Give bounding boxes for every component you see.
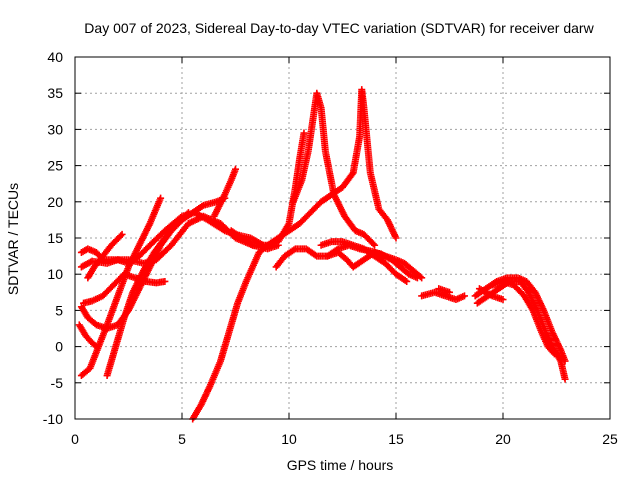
data-point <box>183 210 191 218</box>
data-point <box>460 292 468 300</box>
data-point <box>446 288 453 296</box>
data-point <box>184 209 192 217</box>
plot-area <box>75 86 569 423</box>
series-arc-17 <box>435 285 453 296</box>
data-point <box>561 375 569 383</box>
x-tick-label: 5 <box>178 431 186 447</box>
x-tick-label: 20 <box>495 431 511 447</box>
y-tick-label: 35 <box>47 85 63 101</box>
x-axis-label: GPS time / hours <box>287 457 394 473</box>
x-tick-label: 10 <box>281 431 297 447</box>
y-tick-labels: -10 -5 0 5 10 15 20 25 30 35 40 <box>43 49 63 427</box>
data-point <box>392 234 400 242</box>
y-tick-label: 40 <box>47 49 63 65</box>
series-arc-16 <box>418 288 468 304</box>
data-point <box>232 165 239 173</box>
data-point <box>300 129 308 137</box>
data-point <box>499 296 507 304</box>
data-point <box>413 274 421 282</box>
data-point <box>550 350 558 358</box>
series-arc-13 <box>289 89 379 249</box>
data-point <box>348 170 356 178</box>
x-tick-label: 0 <box>71 431 79 447</box>
series-arc-6 <box>77 194 165 380</box>
y-tick-label: -5 <box>51 375 64 391</box>
series-arc-11 <box>227 129 308 249</box>
data-point <box>161 277 169 285</box>
data-point <box>369 240 377 248</box>
data-point <box>247 240 255 248</box>
y-tick-label: 15 <box>47 230 63 246</box>
data-point <box>118 230 126 238</box>
data-point <box>290 246 298 254</box>
series-arc-8 <box>103 209 192 380</box>
data-point <box>117 232 125 240</box>
series-arc-20 <box>488 277 558 358</box>
series-arc-10 <box>210 165 239 220</box>
y-tick-label: 5 <box>55 302 63 318</box>
y-tick-label: 0 <box>55 339 63 355</box>
y-tick-label: 25 <box>47 158 63 174</box>
y-tick-label: 10 <box>47 266 63 282</box>
x-tick-labels: 0 5 10 15 20 25 <box>71 431 618 447</box>
data-point <box>403 277 411 285</box>
data-point <box>401 276 409 284</box>
chart-title: Day 007 of 2023, Sidereal Day-to-day VTE… <box>84 20 594 36</box>
x-tick-label: 15 <box>388 431 404 447</box>
series-arc-21 <box>475 285 507 304</box>
y-tick-label: 30 <box>47 121 63 137</box>
data-point <box>371 241 379 249</box>
data-point <box>311 251 319 259</box>
series-arc-15 <box>317 238 411 285</box>
x-tick-label: 25 <box>602 431 618 447</box>
series-arc-7 <box>84 230 126 282</box>
y-tick-label: 20 <box>47 194 63 210</box>
y-axis-label: SDTVAR / TECUs <box>5 183 21 295</box>
plot-frame <box>74 56 611 420</box>
y-tick-label: -10 <box>43 411 63 427</box>
data-point <box>549 348 557 356</box>
data-point <box>157 194 165 202</box>
